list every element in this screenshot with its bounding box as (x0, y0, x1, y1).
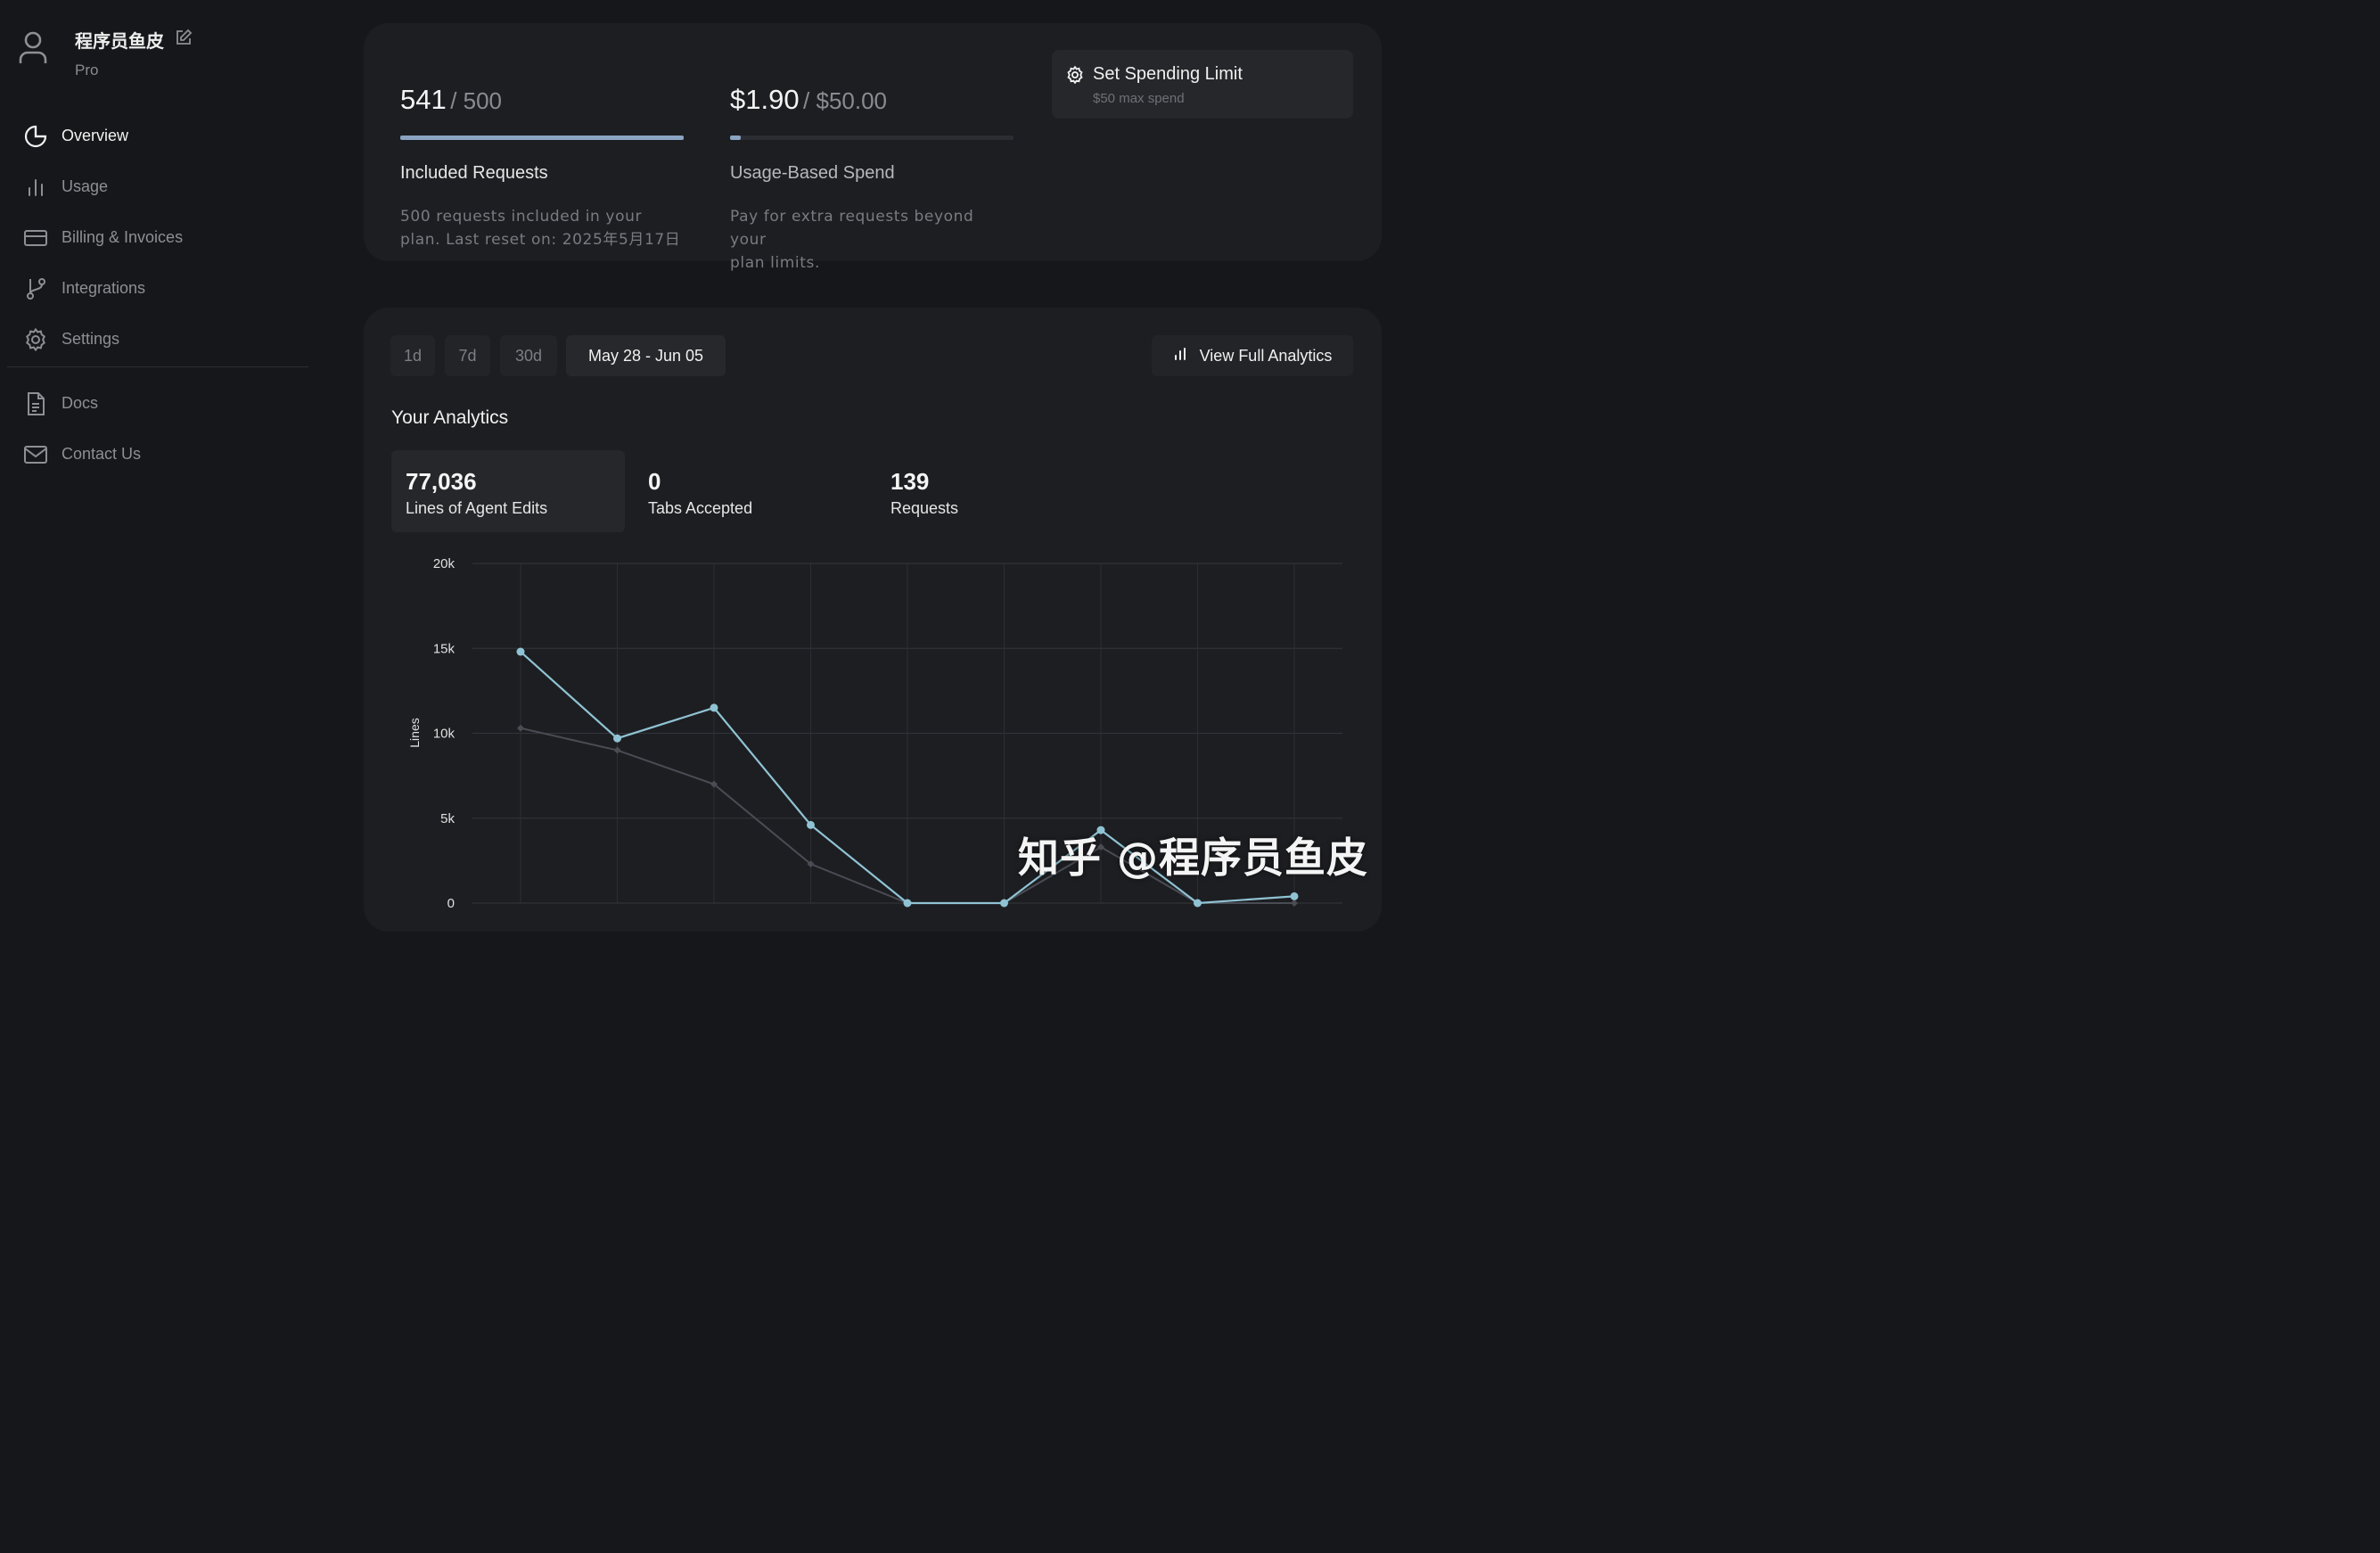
data-point (710, 703, 718, 712)
data-point (613, 734, 621, 743)
range-30d-button[interactable]: 30d (500, 335, 557, 376)
nav-item-label: Billing & Invoices (62, 228, 184, 246)
range-7d-button[interactable]: 7d (445, 335, 490, 376)
gear-icon (23, 327, 48, 352)
included-requests-value: 541 (400, 84, 447, 115)
gear-icon (1066, 65, 1084, 88)
nav-item-usage[interactable]: Usage (23, 161, 317, 212)
y-tick-label: 0 (447, 896, 455, 911)
progress-fill (400, 136, 684, 140)
nav-item-billing[interactable]: Billing & Invoices (23, 212, 317, 263)
spend-limit: / $50.00 (803, 87, 888, 114)
nav-item-label: Docs (62, 394, 99, 412)
y-tick-label: 20k (433, 556, 455, 571)
data-point (1290, 892, 1299, 900)
view-full-analytics-label: View Full Analytics (1199, 346, 1333, 365)
document-icon (23, 391, 48, 416)
data-point (613, 746, 621, 754)
metric-requests[interactable]: 139 Requests (876, 450, 1110, 532)
range-1d-button[interactable]: 1d (390, 335, 435, 376)
nav-item-label: Overview (62, 127, 129, 144)
spending-limit-sublabel: $50 max spend (1093, 91, 1185, 106)
description-line: plan. Last reset on: 2025年5月17日 (400, 231, 681, 249)
nav-item-settings[interactable]: Settings (23, 314, 317, 365)
spend-value: $1.90 (730, 84, 800, 115)
metric-label: Tabs Accepted (648, 499, 753, 517)
y-axis-label: Lines (407, 718, 422, 747)
credit-card-icon (23, 226, 48, 251)
view-full-analytics-button[interactable]: View Full Analytics (1152, 335, 1353, 376)
y-tick-label: 15k (433, 641, 455, 656)
data-point (1194, 899, 1202, 908)
metric-label: Lines of Agent Edits (406, 499, 548, 517)
description-line: Pay for extra requests beyond your (730, 208, 974, 249)
spend-title: Usage-Based Spend (730, 163, 895, 183)
set-spending-limit-button[interactable]: Set Spending Limit $50 max spend (1052, 50, 1353, 119)
spend-progress (730, 136, 1014, 140)
usage-card: 541 / 500 Included Requests 500 requests… (364, 23, 1382, 272)
nav-item-docs[interactable]: Docs (23, 378, 317, 429)
included-requests-title: Included Requests (400, 163, 548, 183)
included-requests-description: 500 requests included in your plan. Last… (400, 205, 684, 251)
metric-value: 0 (648, 468, 661, 495)
nav-item-label: Usage (62, 177, 109, 195)
nav-item-label: Integrations (62, 279, 146, 297)
user-profile: 程序员鱼皮 Pro (16, 25, 193, 79)
included-requests: 541 / 500 Included Requests 500 requests… (400, 84, 684, 251)
description-line: 500 requests included in your (400, 208, 643, 226)
data-point (517, 724, 524, 732)
user-name: 程序员鱼皮 (75, 30, 164, 52)
git-branch-icon (23, 276, 48, 301)
date-range-picker[interactable]: May 28 - Jun 05 (566, 335, 726, 376)
nav-item-overview[interactable]: Overview (23, 111, 317, 161)
primary-nav: Overview Usage Billing & Invoices (23, 111, 317, 365)
y-tick-label: 10k (433, 727, 455, 742)
analytics-title: Your Analytics (391, 407, 509, 428)
data-point (1097, 843, 1104, 851)
metric-value: 139 (890, 468, 930, 495)
spend-description: Pay for extra requests beyond your plan … (730, 205, 1014, 275)
mail-icon (23, 442, 48, 467)
nav-item-integrations[interactable]: Integrations (23, 263, 317, 314)
data-point (710, 780, 718, 788)
nav-divider (7, 366, 308, 367)
description-line: plan limits. (730, 254, 820, 272)
user-avatar-icon[interactable] (16, 25, 50, 70)
bar-chart-icon (23, 175, 48, 200)
data-point (1096, 826, 1105, 834)
nav-item-contact[interactable]: Contact Us (23, 429, 317, 480)
metric-label: Requests (890, 499, 959, 517)
spending-limit-label: Set Spending Limit (1093, 64, 1243, 84)
watermark: 知乎 @程序员鱼皮 (1018, 834, 1369, 882)
bar-chart-icon (1173, 347, 1187, 366)
edit-icon[interactable] (175, 29, 193, 51)
user-plan: Pro (75, 62, 99, 78)
data-point (903, 899, 912, 908)
data-point (1000, 899, 1008, 908)
data-point (807, 860, 815, 868)
data-point (1291, 900, 1298, 907)
metric-value: 77,036 (406, 468, 477, 495)
analytics-card: 1d 7d 30d May 28 - Jun 05 View Full Anal… (364, 308, 1382, 932)
metric-agent-edits[interactable]: 77,036 Lines of Agent Edits (391, 450, 625, 532)
lines-chart: 0 5k 10k 15k 20k Lines (407, 556, 1342, 911)
pie-chart-icon (23, 124, 48, 149)
sidebar: 程序员鱼皮 Pro Overview (0, 0, 321, 912)
included-requests-limit: / 500 (450, 87, 503, 114)
included-requests-progress (400, 136, 684, 140)
secondary-nav: Docs Contact Us (23, 378, 317, 480)
data-point (516, 647, 525, 656)
progress-fill (730, 136, 742, 140)
nav-item-label: Settings (62, 330, 120, 348)
metric-tabs-accepted[interactable]: 0 Tabs Accepted (634, 450, 867, 532)
nav-item-label: Contact Us (62, 445, 142, 463)
y-tick-label: 5k (440, 811, 455, 826)
usage-based-spend: $1.90 / $50.00 Usage-Based Spend Pay for… (730, 84, 1014, 275)
data-point (807, 820, 815, 829)
